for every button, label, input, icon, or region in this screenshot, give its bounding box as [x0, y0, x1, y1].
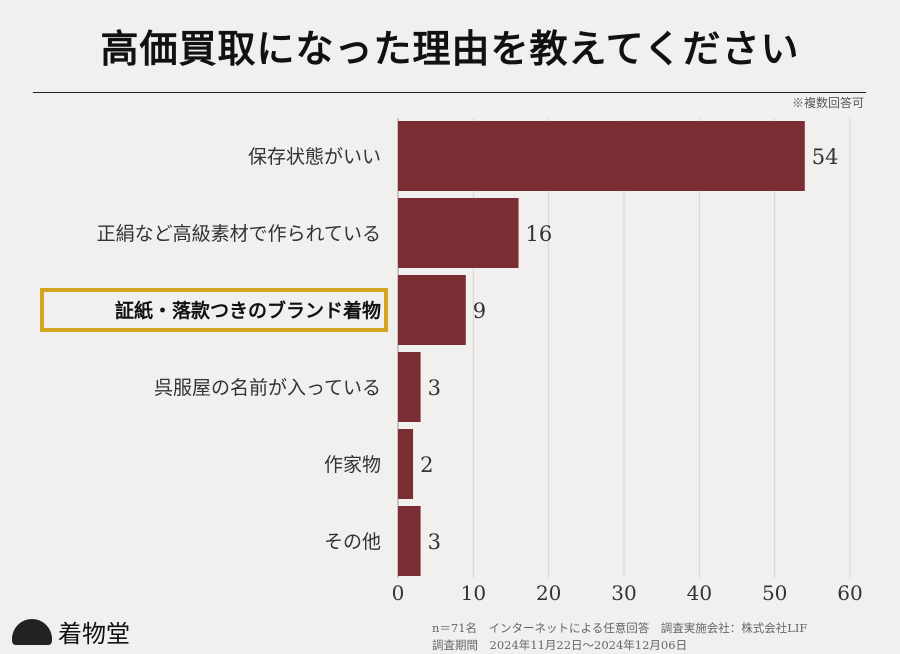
x-tick-label: 0	[392, 581, 405, 605]
footer-survey-info: n＝71名 インターネットによる任意回答 調査実施会社：株式会社LIF	[432, 621, 808, 635]
category-label: 作家物	[324, 454, 381, 476]
logo: 着物堂	[12, 614, 130, 649]
bar	[398, 429, 414, 499]
multiple-answers-note: ※複数回答可	[791, 96, 864, 110]
logo-fan-icon	[12, 618, 52, 645]
bar	[398, 275, 466, 345]
category-label: その他	[324, 531, 381, 553]
x-tick-label: 10	[461, 581, 486, 605]
bar	[398, 352, 421, 422]
x-tick-label: 20	[536, 581, 561, 605]
logo-text: 着物堂	[58, 620, 130, 648]
bar	[398, 198, 519, 268]
data-label: 54	[812, 145, 839, 169]
x-tick-label: 30	[611, 581, 636, 605]
x-tick-label: 60	[837, 581, 862, 605]
category-label: 呉服屋の名前が入っている	[154, 377, 381, 399]
footer-survey-period: 調査期間 2024年11月22日～2024年12月06日	[432, 638, 688, 652]
divider	[33, 92, 866, 93]
data-label: 3	[428, 530, 441, 554]
bar	[398, 121, 805, 191]
data-label: 16	[526, 222, 553, 246]
x-tick-label: 50	[762, 581, 787, 605]
data-label: 2	[420, 453, 433, 477]
data-label: 3	[428, 376, 441, 400]
x-tick-label: 40	[687, 581, 712, 605]
data-label: 9	[473, 299, 486, 323]
category-label: 保存状態がいい	[248, 146, 381, 168]
bar	[398, 506, 421, 576]
category-label: 正絹など高級素材で作られている	[97, 223, 381, 245]
highlight-box	[40, 288, 388, 332]
chart-title: 高価買取になった理由を教えてください	[100, 26, 800, 71]
category-label: 証紙・落款つきのブランド着物	[115, 299, 381, 322]
